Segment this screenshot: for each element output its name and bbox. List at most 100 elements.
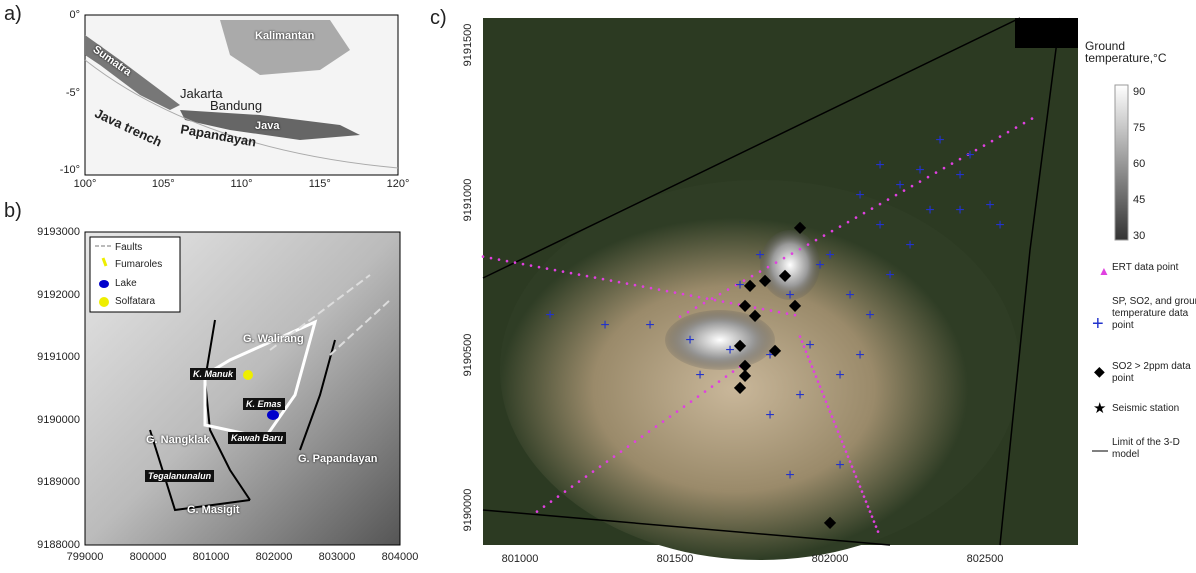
measure-point: + [875,217,884,234]
ert-point: • [601,275,605,286]
ert-point: • [1014,123,1018,134]
ert-point: • [489,254,493,265]
ert-point: • [535,507,539,518]
y-tick-label: 9191000 [37,351,80,363]
x-tick-label: 801000 [193,551,230,563]
ert-point: • [577,270,581,281]
so2-point: ◆ [824,514,837,531]
ert-point: • [598,462,602,473]
ert-point: • [942,164,946,175]
measure-point: + [835,367,844,384]
legend-key [99,280,109,288]
ert-point: • [713,296,717,307]
ert-point: • [822,231,826,242]
ert-point: • [761,305,765,316]
x-tick-label: 801000 [502,553,539,565]
ert-point: • [633,281,637,292]
colorbar-tick-label: 90 [1133,86,1145,98]
ert-point: • [513,258,517,269]
y-tick-label: -5° [66,87,80,99]
colorbar-tick-label: 45 [1133,194,1145,206]
ert-point: • [998,132,1002,143]
x-tick-label: 803000 [319,551,356,563]
ert-point: • [625,279,629,290]
ert-point: • [876,527,880,538]
ert-point: • [1022,119,1026,130]
so2-point: ◆ [734,379,747,396]
ert-point: • [675,407,679,418]
ert-point: • [537,263,541,274]
x-tick-label: 120° [387,178,410,190]
measure-point: + [805,337,814,354]
legend-label: SP, SO2, and ground temperature data poi… [1112,296,1196,332]
ert-point: • [726,285,730,296]
ert-point: • [617,278,621,289]
ert-point: • [505,257,509,268]
ert-point: • [806,240,810,251]
ert-point: • [665,287,669,298]
measure-point: + [955,167,964,184]
ert-point: • [846,218,850,229]
ert-point: • [545,264,549,275]
ert-point: • [553,266,557,277]
y-tick-label: 9188000 [37,539,80,551]
ert-point: • [694,303,698,314]
ert-point: • [577,477,581,488]
x-tick-label: 802000 [812,553,849,565]
ert-point: • [640,432,644,443]
measure-point: + [835,457,844,474]
measure-point: + [785,467,794,484]
ert-point: • [549,497,553,508]
ert-point: • [584,472,588,483]
place: Bandung [210,100,262,112]
colorbar-title: Ground temperature,°C [1085,40,1185,64]
y-tick-label: -10° [60,164,80,176]
y-tick-label: 0° [69,9,80,21]
legend-label: ERT data point [1112,262,1196,274]
place: K. Manuk [190,368,236,380]
so2-point: ◆ [734,337,747,354]
ert-point: • [497,255,501,266]
x-tick-label: 802500 [967,553,1004,565]
so2-point: ◆ [769,342,782,359]
ert-point: • [673,288,677,299]
panel-label: b) [4,205,22,217]
ert-point: • [1030,114,1034,125]
measure-point: + [855,347,864,364]
ert-point: • [689,291,693,302]
legend-key: ★ [1093,400,1106,417]
so2-point: ◆ [749,307,762,324]
measure-point: + [935,132,944,149]
ert-point: • [661,417,665,428]
measure-point: + [905,237,914,254]
measure-point: + [895,177,904,194]
ert-point: • [529,261,533,272]
measure-point: + [685,332,694,349]
legend-label: Limit of the 3-D model [1112,437,1196,461]
ert-point: • [542,502,546,513]
crater [500,180,1020,560]
ert-point: • [974,146,978,157]
ert-point: • [682,402,686,413]
colorbar [1115,85,1128,240]
ert-point: • [724,372,728,383]
so2-point: ◆ [779,267,792,284]
measure-point: + [815,257,824,274]
place: Kalimantan [255,30,314,42]
ert-point: • [862,209,866,220]
measure-point: + [545,307,554,324]
ert-point: • [593,273,597,284]
x-tick-label: 105° [152,178,175,190]
place: G. Masigit [187,504,240,516]
ert-point: • [710,382,714,393]
ert-point: • [563,487,567,498]
x-tick-label: 100° [74,178,97,190]
measure-point: + [765,407,774,424]
ert-point: • [585,272,589,283]
figure: • • • • • • • • • • • • • • • • • • • • • • • • • • • • • • • • • • • • • • • •… [0,0,1196,573]
ert-point: • [769,306,773,317]
ert-point: • [591,467,595,478]
y-tick-label: 9190000 [462,489,474,532]
ert-point: • [647,427,651,438]
ert-point: • [612,452,616,463]
